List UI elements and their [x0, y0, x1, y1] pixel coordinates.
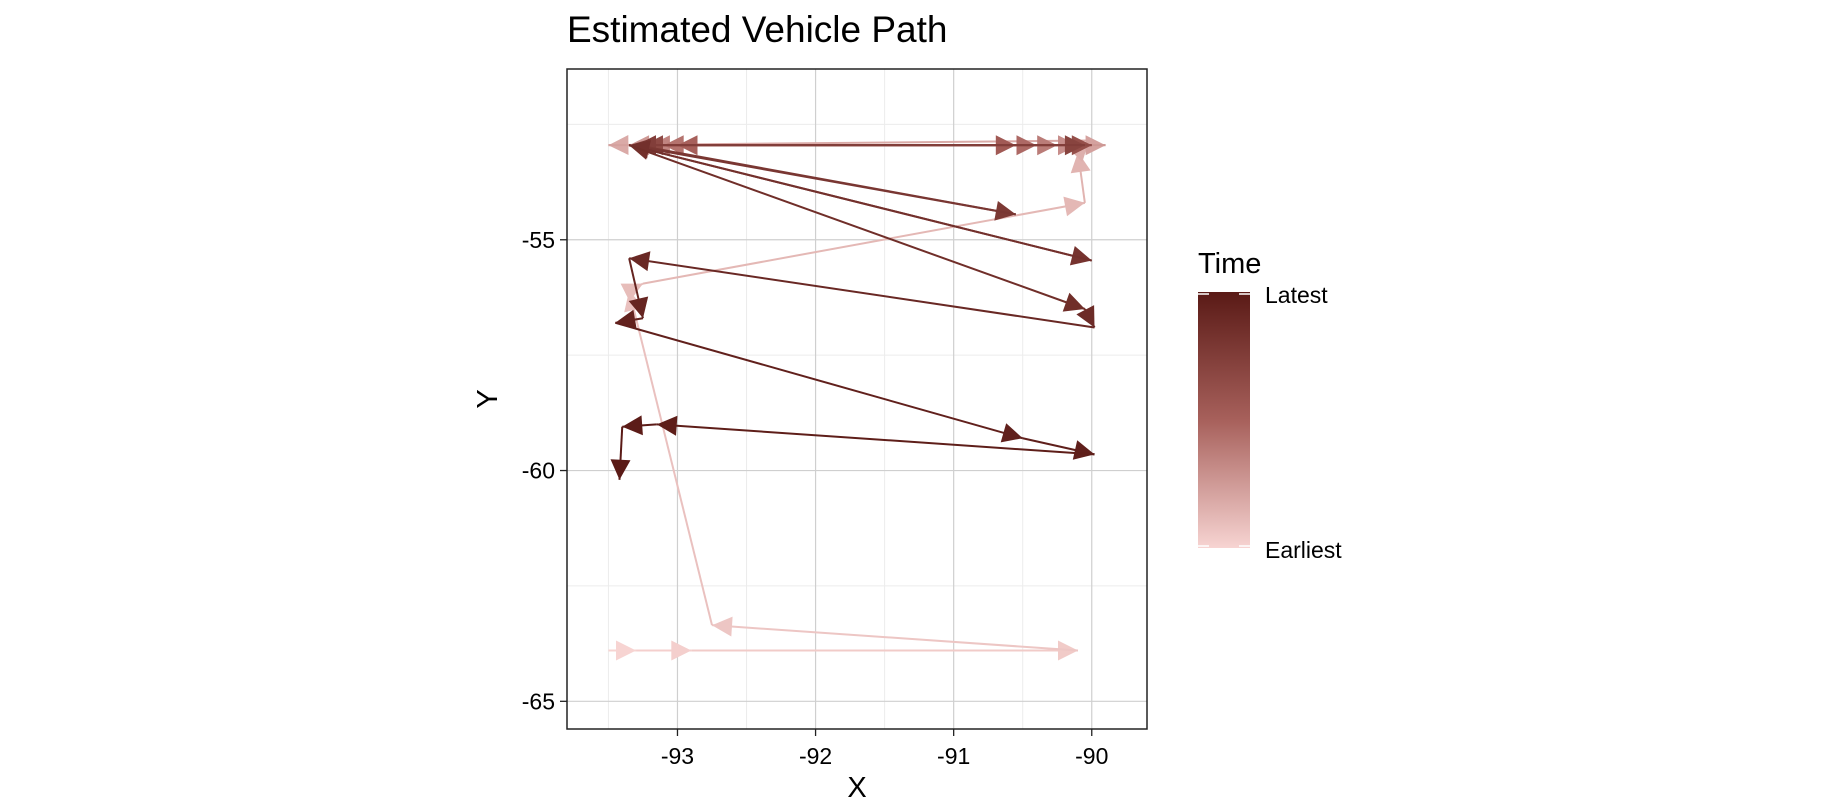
- arrow-head: [615, 309, 637, 330]
- path-segment: [636, 640, 692, 661]
- arrow-head: [656, 415, 678, 436]
- arrow-head: [1062, 292, 1085, 312]
- arrow-head: [994, 201, 1016, 221]
- path-segment: [642, 196, 1086, 285]
- path-segments: [608, 135, 1106, 661]
- x-axis-ticks: -93 -92 -91 -90: [661, 729, 1108, 769]
- plot-border: [566, 68, 1148, 730]
- path-segment: [615, 321, 1023, 443]
- segment-line: [711, 624, 1079, 652]
- path-segment: [1076, 305, 1096, 328]
- path-segment: [711, 616, 1079, 652]
- x-tick-label: -91: [937, 743, 970, 769]
- segment-line: [628, 144, 1016, 216]
- arrow-head: [622, 415, 643, 436]
- legend-colorbar: [1198, 292, 1250, 548]
- arrow-head: [1000, 423, 1023, 443]
- segment-line: [615, 321, 1023, 440]
- arrow-head: [1069, 246, 1092, 266]
- segment-line: [628, 144, 1086, 310]
- legend-title: Time: [1198, 248, 1261, 280]
- path-segment: [628, 258, 649, 319]
- y-tick-label: -65: [522, 688, 555, 714]
- arrow-head: [616, 640, 636, 661]
- y-axis-ticks: -55 -60 -65: [522, 227, 567, 714]
- y-tick-label: -55: [522, 227, 555, 253]
- grid: [567, 69, 1147, 729]
- segment-line: [628, 257, 1095, 329]
- arrow-head: [620, 283, 643, 302]
- legend: Time Latest Earliest: [1198, 248, 1342, 563]
- arrow-head: [1070, 152, 1091, 174]
- arrow-head: [1063, 196, 1085, 217]
- path-segment: [1070, 151, 1091, 203]
- x-axis-label: X: [847, 772, 866, 804]
- arrow-head: [1076, 305, 1095, 328]
- arrow-head: [671, 640, 692, 661]
- segment-line: [656, 423, 1095, 456]
- path-segment: [656, 415, 1095, 456]
- x-tick-label: -92: [799, 743, 832, 769]
- legend-label-earliest: Earliest: [1265, 537, 1342, 563]
- path-segment: [622, 415, 657, 436]
- legend-label-latest: Latest: [1265, 282, 1328, 308]
- segment-line: [628, 290, 713, 626]
- x-tick-label: -90: [1075, 743, 1108, 769]
- arrow-head: [628, 296, 649, 319]
- segment-line: [628, 144, 1093, 262]
- segment-line: [642, 201, 1086, 285]
- y-axis-label: Y: [472, 389, 504, 408]
- path-segment: [608, 640, 637, 661]
- chart-title: Estimated Vehicle Path: [567, 9, 948, 50]
- path-segment: [628, 251, 1095, 329]
- arrow-head: [629, 251, 651, 272]
- path-segment: [615, 309, 644, 330]
- path-segment: [610, 426, 631, 480]
- path-segment: [628, 144, 1086, 312]
- y-tick-label: -60: [522, 458, 555, 484]
- arrow-head: [712, 616, 733, 637]
- x-tick-label: -93: [661, 743, 694, 769]
- arrow-head: [610, 459, 631, 480]
- plot-panel: [567, 69, 1147, 729]
